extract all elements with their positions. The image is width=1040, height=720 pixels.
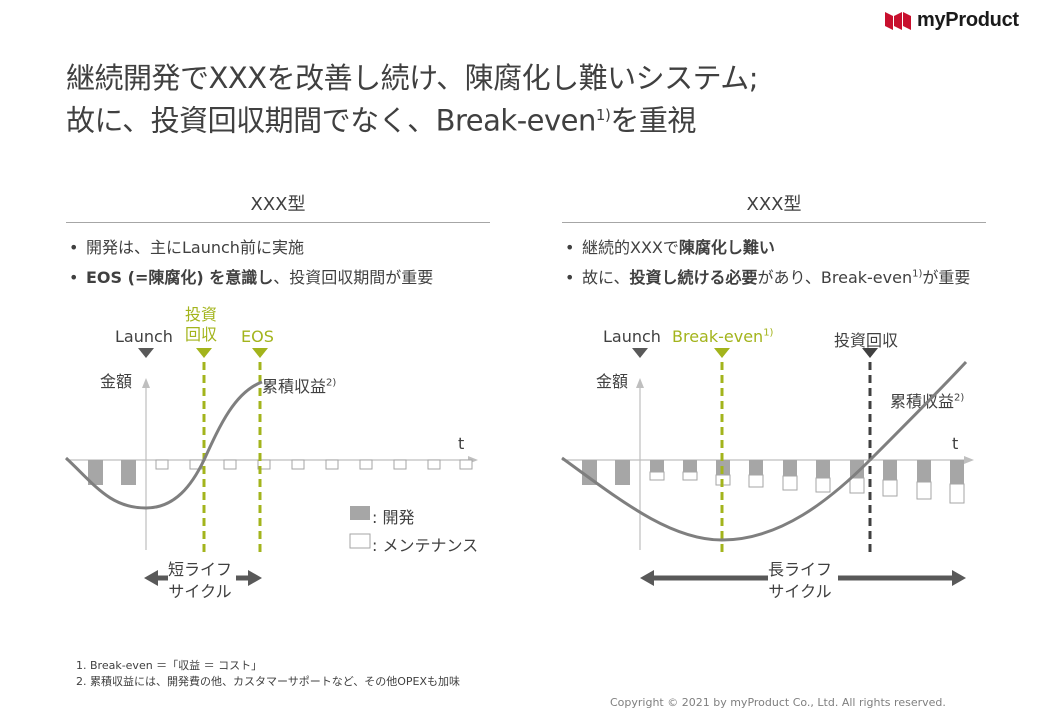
right-maint-bar — [949, 483, 965, 504]
left-maint-bar — [427, 459, 441, 470]
right-bullet-2: 故に、投資し続ける必要があり、Break-even1)が重要 — [562, 266, 970, 296]
right-dev-bar — [883, 460, 897, 480]
right-panel-heading: XXX型 — [746, 194, 802, 215]
right-dev-bar — [950, 460, 964, 484]
footnote-2: 2. 累積収益には、開発費の他、カスタマーサポートなど、その他OPEXも加味 — [76, 675, 460, 688]
slide-title: 継続開発でXXXを改善し続け、陳腐化し難いシステム; 故に、投資回収期間でなく、… — [66, 60, 1006, 140]
left-maint-bar — [257, 459, 271, 470]
left-eos-marker — [252, 348, 268, 358]
left-maint-bar — [291, 459, 305, 470]
legend-maint-label: : メンテナンス — [372, 536, 479, 555]
left-lifecycle-arrowhead-right — [248, 570, 262, 586]
left-cumulative-curve — [64, 380, 263, 510]
right-payback-marker — [862, 348, 878, 358]
brand-mark-icon — [885, 12, 911, 30]
right-lifecycle-arrowhead-right — [952, 570, 966, 586]
right-dev-bar — [850, 460, 864, 478]
left-panel-heading: XXX型 — [250, 194, 306, 215]
footnote-1: 1. Break-even ＝「収益 ＝ コスト」 — [76, 659, 263, 672]
left-bullet-list: 開発は、主にLaunch前に実施 EOS (=陳腐化) を意識し、投資回収期間が… — [66, 236, 433, 296]
left-launch-marker — [138, 348, 154, 358]
right-maint-bar — [682, 471, 698, 481]
right-y-axis-arrow — [636, 378, 644, 388]
right-lifecycle-text-bg — [768, 569, 838, 587]
legend-maint-swatch — [349, 533, 371, 549]
right-dev-bar — [783, 460, 797, 476]
right-payback-label: 投資回収 — [834, 331, 899, 350]
right-dev-bar — [816, 460, 830, 478]
right-panel-divider — [562, 222, 986, 223]
left-bullet-1: 開発は、主にLaunch前に実施 — [66, 236, 433, 266]
right-maint-bar — [916, 481, 932, 500]
left-y-axis-label: 金額 — [100, 372, 133, 391]
left-maint-bar — [393, 459, 407, 470]
title-line-1: 継続開発でXXXを改善し続け、陳腐化し難いシステム; — [66, 61, 759, 95]
right-dev-bar — [917, 460, 931, 482]
right-bullet-list: 継続的XXXで陳腐化し難い 故に、投資し続ける必要があり、Break-even1… — [562, 236, 970, 296]
right-dev-bar — [582, 460, 597, 485]
right-curve-label: 累積収益2) — [890, 392, 965, 411]
left-maint-bar — [223, 459, 237, 470]
right-y-axis-label: 金額 — [596, 372, 629, 391]
left-eos-label: EOS — [241, 327, 274, 346]
footnotes: 1. Break-even ＝「収益 ＝ コスト」 2. 累積収益には、開発費の… — [76, 658, 460, 690]
legend-dev-swatch — [350, 506, 370, 520]
right-dev-bar — [650, 460, 664, 472]
left-maint-bar — [359, 459, 373, 470]
left-maint-bar — [325, 459, 339, 470]
right-cumulative-curve — [561, 360, 968, 542]
right-maint-bar — [748, 474, 764, 488]
brand-logo: myProduct — [885, 8, 1035, 32]
copyright: Copyright © 2021 by myProduct Co., Ltd. … — [610, 696, 946, 709]
right-bullet-1: 継続的XXXで陳腐化し難い — [562, 236, 970, 266]
left-y-axis-arrow — [142, 378, 150, 388]
left-payback-label: 投資 回収 — [185, 305, 218, 344]
right-maint-bar — [782, 475, 798, 491]
right-launch-marker — [632, 348, 648, 358]
right-maint-bar — [649, 471, 665, 481]
left-lifecycle-arrowhead-left — [144, 570, 158, 586]
left-launch-label: Launch — [115, 327, 173, 346]
right-dev-bar — [749, 460, 763, 475]
left-maint-bar — [155, 459, 169, 470]
legend-dev-label: : 開発 — [372, 508, 415, 527]
left-maint-bar — [459, 459, 473, 470]
right-breakeven-label: Break-even1) — [672, 327, 774, 346]
left-dev-bar — [88, 460, 103, 485]
left-payback-marker — [196, 348, 212, 358]
title-line-2: 故に、投資回収期間でなく、Break-even1)を重視 — [66, 103, 696, 138]
left-lifecycle-text-bg — [168, 569, 236, 587]
left-curve-label: 累積収益2) — [262, 377, 337, 396]
left-bullet-2: EOS (=陳腐化) を意識し、投資回収期間が重要 — [66, 266, 433, 296]
left-dev-bar — [121, 460, 136, 485]
right-dev-bar — [683, 460, 697, 472]
left-t-axis-label: t — [458, 434, 465, 453]
right-launch-label: Launch — [603, 327, 661, 346]
right-dev-bar — [615, 460, 630, 485]
right-maint-bar — [882, 479, 898, 497]
right-x-axis-arrow — [964, 456, 974, 464]
left-panel-divider — [66, 222, 490, 223]
right-lifecycle-text: 長ライフ サイクル — [768, 560, 833, 601]
left-lifecycle-text: 短ライフ サイクル — [168, 560, 233, 601]
right-maint-bar — [815, 477, 831, 493]
right-breakeven-marker — [714, 348, 730, 358]
right-maint-bar — [849, 477, 865, 494]
brand-name: myProduct — [917, 8, 1019, 31]
right-t-axis-label: t — [952, 434, 959, 453]
right-lifecycle-arrowhead-left — [640, 570, 654, 586]
